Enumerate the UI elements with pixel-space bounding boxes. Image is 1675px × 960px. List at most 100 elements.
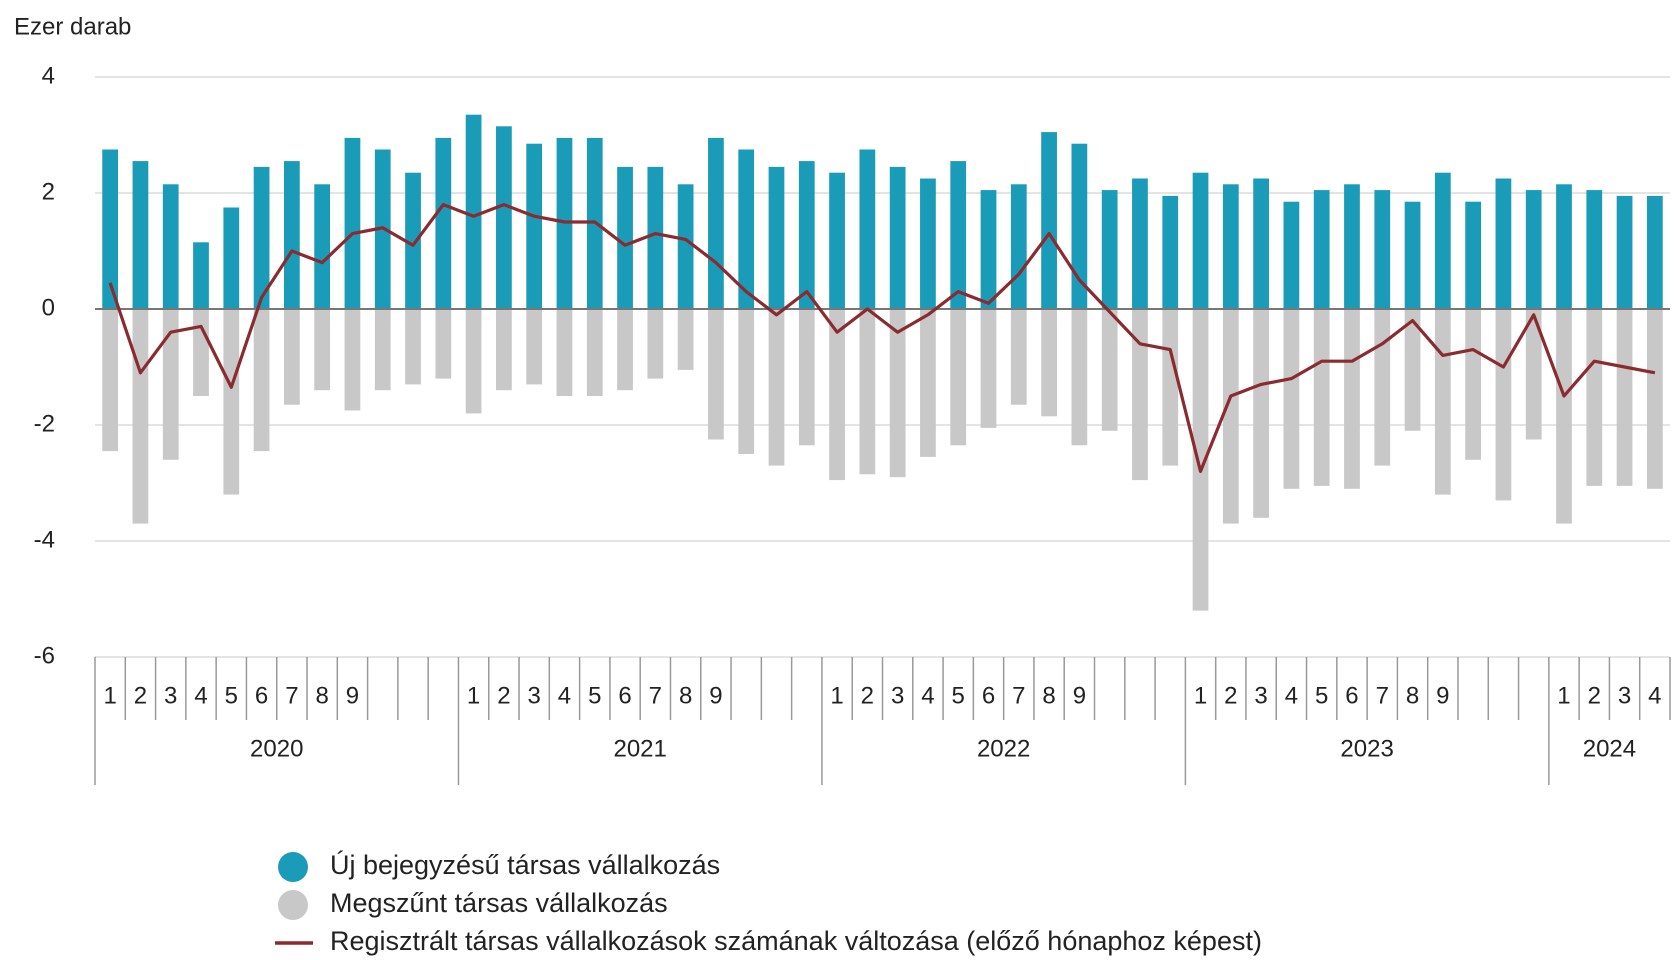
bar: [980, 309, 997, 428]
x-tick-label: 2: [1588, 682, 1601, 709]
bar: [1132, 309, 1148, 481]
bar: [708, 137, 724, 309]
line: [108, 203, 1656, 473]
year-label: 2020: [250, 735, 303, 762]
x-tick-label: 9: [1073, 682, 1086, 709]
bar: [284, 161, 300, 309]
bar: [1586, 190, 1603, 309]
bar: [1010, 184, 1027, 309]
bar: [1646, 309, 1663, 489]
bar: [1283, 201, 1300, 309]
y-tick-label: 4: [42, 62, 55, 89]
bar: [1404, 201, 1421, 309]
x-tick-label: 8: [1042, 682, 1055, 709]
x-tick-label: 9: [709, 682, 722, 709]
x-tick-label: 4: [1648, 682, 1661, 709]
x-tick-label: 7: [1376, 682, 1389, 709]
bar: [1404, 309, 1421, 431]
bar: [1434, 309, 1451, 495]
bar: [647, 309, 664, 379]
bar: [768, 309, 785, 466]
bar: [496, 126, 512, 309]
bar: [132, 161, 149, 309]
y-tick-label: 2: [42, 178, 55, 205]
x-tick-label: 3: [528, 682, 541, 709]
x-tick-label: 4: [1285, 682, 1298, 709]
bar: [1162, 195, 1179, 309]
bar: [1374, 190, 1391, 309]
bar: [1283, 309, 1300, 489]
x-tick-label: 5: [952, 682, 965, 709]
bar: [889, 166, 906, 309]
bar: [253, 166, 270, 309]
bar: [586, 309, 603, 396]
bar: [1041, 132, 1057, 309]
y-axis-label: Ezer darab: [14, 13, 131, 40]
year-label: 2024: [1583, 735, 1636, 762]
bar: [1525, 309, 1542, 440]
x-tick-label: 1: [1557, 682, 1570, 709]
bar: [647, 166, 664, 309]
x-tick-label: 3: [1618, 682, 1631, 709]
x-tick-label: 7: [1012, 682, 1025, 709]
x-tick-label: 9: [1436, 682, 1449, 709]
bar: [1162, 309, 1179, 466]
bar: [1071, 143, 1088, 309]
bar: [889, 309, 906, 478]
x-tick-label: 3: [891, 682, 904, 709]
bar: [1192, 309, 1209, 611]
bar: [798, 309, 815, 446]
bar: [738, 309, 755, 454]
bar: [314, 184, 331, 309]
bar: [1041, 309, 1057, 417]
x-tick-label: 6: [1345, 682, 1358, 709]
x-tick-label: 5: [1315, 682, 1328, 709]
bar: [1586, 309, 1603, 486]
bar: [1010, 309, 1027, 405]
y-tick-label: 0: [42, 294, 55, 321]
x-tick-label: 8: [315, 682, 328, 709]
x-tick-label: 2: [1224, 682, 1237, 709]
x-tick-label: 4: [921, 682, 934, 709]
bar: [102, 309, 119, 452]
x-tick-label: 4: [558, 682, 571, 709]
bar: [1344, 184, 1360, 309]
year-label: 2022: [977, 735, 1030, 762]
bar: [980, 190, 997, 309]
year-label: 2023: [1340, 735, 1393, 762]
bar: [1313, 309, 1330, 486]
legend-label: Új bejegyzésű társas vállalkozás: [330, 849, 720, 880]
y-tick-label: -2: [34, 410, 55, 437]
bar: [435, 309, 452, 379]
x-tick-label: 5: [588, 682, 601, 709]
bar: [496, 309, 512, 391]
bar: [708, 309, 724, 440]
legend-label: Megszűnt társas vállalkozás: [330, 888, 668, 918]
x-tick-label: 4: [194, 682, 207, 709]
x-tick-label: 8: [1406, 682, 1419, 709]
bar: [1374, 309, 1391, 466]
bar: [1434, 172, 1451, 309]
x-tick-label: 7: [649, 682, 662, 709]
bar: [617, 309, 633, 391]
bar: [1556, 184, 1572, 309]
bar: [223, 207, 240, 309]
bar: [1616, 309, 1633, 486]
x-tick-label: 3: [164, 682, 177, 709]
bar: [465, 114, 482, 309]
bar: [1344, 309, 1360, 489]
bar: [677, 309, 694, 370]
bar: [1556, 309, 1572, 524]
bar: [314, 309, 331, 391]
bar: [162, 184, 179, 309]
bar: [1525, 190, 1542, 309]
bar: [162, 309, 179, 460]
bar: [526, 309, 543, 385]
bar: [132, 309, 149, 524]
bar: [1495, 309, 1512, 501]
bar: [1495, 178, 1512, 309]
bar: [798, 161, 815, 309]
bar: [1616, 195, 1633, 309]
bar: [738, 149, 755, 309]
